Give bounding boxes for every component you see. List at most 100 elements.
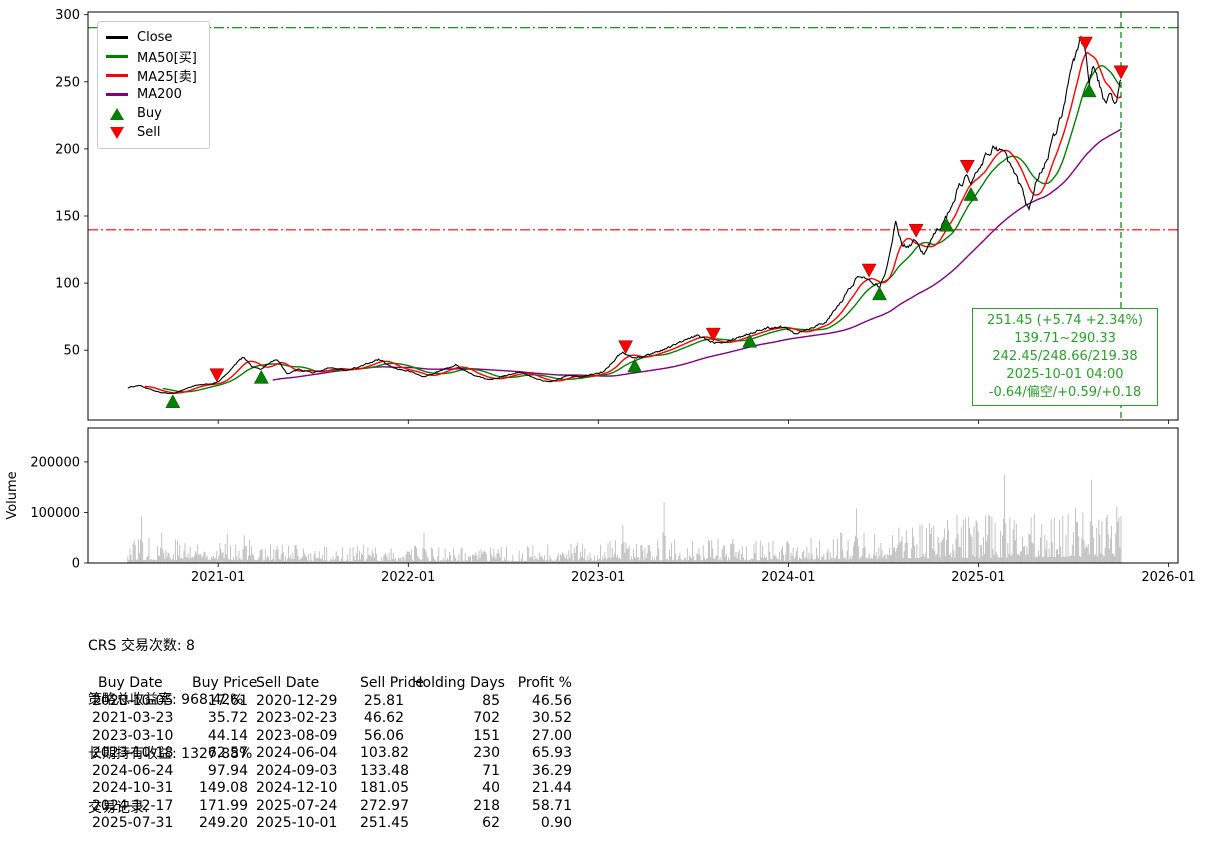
- trade-cell: 2024-12-17: [92, 797, 174, 814]
- buy-marker: [253, 369, 269, 384]
- xtick-label: 2023-01: [571, 570, 625, 585]
- trade-cell: 2024-12-10: [256, 780, 338, 796]
- sell-marker-icon: [110, 126, 124, 139]
- trade-cell: 230: [473, 745, 500, 761]
- buy-marker: [1081, 83, 1097, 98]
- legend-item-close: Close: [106, 28, 197, 47]
- legend-item-ma50: MA50[买]: [106, 47, 197, 66]
- trade-cell: 35.72: [207, 710, 248, 726]
- trade-cell: 2021-03-23: [92, 710, 174, 726]
- trade-cell: 17.61: [207, 692, 248, 709]
- trade-cell: 2020-10-05: [92, 692, 174, 709]
- sell-marker: [209, 368, 225, 383]
- buy-marker: [963, 186, 979, 201]
- sell-marker: [705, 327, 721, 342]
- volume-axes-frame: [87, 427, 1179, 564]
- trades-body: 2020-10-05 17.61 2020-12-29 25.81 85 46.56 202…: [88, 693, 572, 833]
- trade-cell: 218: [473, 797, 500, 814]
- sell-marker: [959, 160, 975, 174]
- quote-annotation-box: 251.45 (+5.74 +2.34%) 139.71~290.33 242.…: [972, 308, 1158, 406]
- xtick-label: 2026-01: [1141, 570, 1195, 585]
- trade-cell: 181.05: [360, 780, 409, 796]
- legend-item-sell: Sell: [106, 123, 197, 142]
- xtick-label: 2021-01: [191, 570, 245, 585]
- trades-table: Buy Date Buy Price Sell Date Sell Price …: [88, 675, 572, 833]
- trade-row: 2024-06-24 97.94 2024-09-03 133.48 71 36.29: [88, 763, 572, 781]
- trade-cell: 151: [473, 727, 500, 744]
- col-sell-date: Sell Date: [256, 675, 320, 691]
- trade-cell: 2020-12-29: [256, 692, 338, 709]
- trade-cell: 0.90: [540, 815, 572, 831]
- sell-marker: [908, 223, 924, 238]
- trade-cell: 25.81: [363, 692, 404, 709]
- sell-marker: [618, 340, 634, 355]
- trade-cell: 30.52: [531, 710, 572, 726]
- price-ytick-label: 100: [55, 277, 80, 292]
- legend-label-ma50: MA50[买]: [137, 51, 197, 66]
- trade-row: 2020-10-05 17.61 2020-12-29 25.81 85 46.56: [88, 693, 572, 711]
- col-sell-price: Sell Price: [360, 675, 424, 691]
- strategy-stats: CRS 交易次数: 8 策略总收益率: 968.42% 长期持有收益: 1327…: [88, 601, 252, 847]
- volume-bars: [127, 474, 1122, 563]
- trade-row: 2023-03-10 44.14 2023-08-09 56.06 151 27.00: [88, 728, 572, 746]
- trade-cell: 40: [482, 780, 500, 796]
- legend-label-ma200: MA200: [137, 87, 182, 102]
- trade-cell: 2024-10-31: [92, 780, 174, 796]
- buy-marker: [939, 217, 954, 232]
- trade-cell: 56.06: [363, 727, 404, 744]
- trade-cell: 58.71: [531, 797, 572, 814]
- trade-cell: 2023-08-09: [256, 727, 338, 744]
- col-buy-price: Buy Price: [192, 675, 258, 691]
- legend-item-ma25: MA25[卖]: [106, 66, 197, 85]
- trade-cell: 44.14: [207, 727, 248, 744]
- xtick-label: 2022-01: [381, 570, 435, 585]
- trade-cell: 62.57: [207, 745, 248, 761]
- trade-cell: 27.00: [531, 727, 572, 744]
- sell-marker: [1113, 65, 1129, 80]
- sell-marker: [1077, 36, 1093, 51]
- trades-header-row: Buy Date Buy Price Sell Date Sell Price …: [88, 675, 572, 693]
- trade-cell: 62: [482, 815, 500, 831]
- price-ytick-label: 200: [55, 142, 80, 157]
- trade-row: 2025-07-31 249.20 2025-10-01 251.45 62 0.90: [88, 815, 572, 833]
- price-axes-frame: [87, 11, 1179, 421]
- trade-cell: 2025-07-31: [92, 815, 174, 831]
- trade-cell: 272.97: [360, 797, 409, 814]
- trade-cell: 103.82: [360, 745, 409, 761]
- legend-item-ma200: MA200: [106, 85, 197, 104]
- legend-label-buy: Buy: [137, 106, 162, 121]
- col-buy-date: Buy Date: [98, 675, 163, 691]
- trade-cell: 2024-06-04: [256, 745, 338, 761]
- trade-row: 2024-12-17 171.99 2025-07-24 272.97 218 58.71: [88, 798, 572, 816]
- stat-buyhold-return: 长期持有收益: 1327.88%: [88, 746, 253, 762]
- col-profit-pct: Profit %: [517, 675, 572, 691]
- trade-cell: 2024-09-03: [256, 762, 338, 779]
- annotation-ma-line: 242.45/248.66/219.38: [992, 349, 1138, 364]
- legend-item-buy: Buy: [106, 104, 197, 123]
- volume-ytick-label: 100000: [30, 506, 80, 521]
- buy-marker: [627, 358, 643, 373]
- trade-cell: 97.94: [207, 762, 248, 779]
- trade-cell: 251.45: [360, 815, 409, 831]
- legend-label-sell: Sell: [137, 125, 161, 140]
- trade-cell: 2025-07-24: [256, 797, 338, 814]
- trade-row: 2021-03-23 35.72 2023-02-23 46.62 702 30.52: [88, 710, 572, 728]
- price-ytick-label: 250: [55, 75, 80, 90]
- trade-cell: 2023-10-18: [92, 745, 174, 761]
- trade-cell: 85: [482, 692, 500, 709]
- legend-label-close: Close: [137, 30, 173, 45]
- trade-cell: 46.56: [531, 692, 572, 709]
- buy-marker-icon: [110, 107, 124, 120]
- trade-cell: 171.99: [199, 797, 248, 814]
- annotation-datetime-line: 2025-10-01 04:00: [1006, 367, 1124, 382]
- legend-label-ma25: MA25[卖]: [137, 70, 197, 85]
- price-ytick-label: 300: [55, 8, 80, 23]
- trade-cell: 2023-03-10: [92, 727, 174, 744]
- annotation-bias-line: -0.64/偏空/+0.59/+0.18: [988, 385, 1142, 400]
- trade-cell: 149.08: [199, 780, 248, 796]
- trade-cell: 65.93: [531, 745, 572, 761]
- xtick-label: 2025-01: [951, 570, 1005, 585]
- trade-cell: 2025-10-01: [256, 815, 338, 831]
